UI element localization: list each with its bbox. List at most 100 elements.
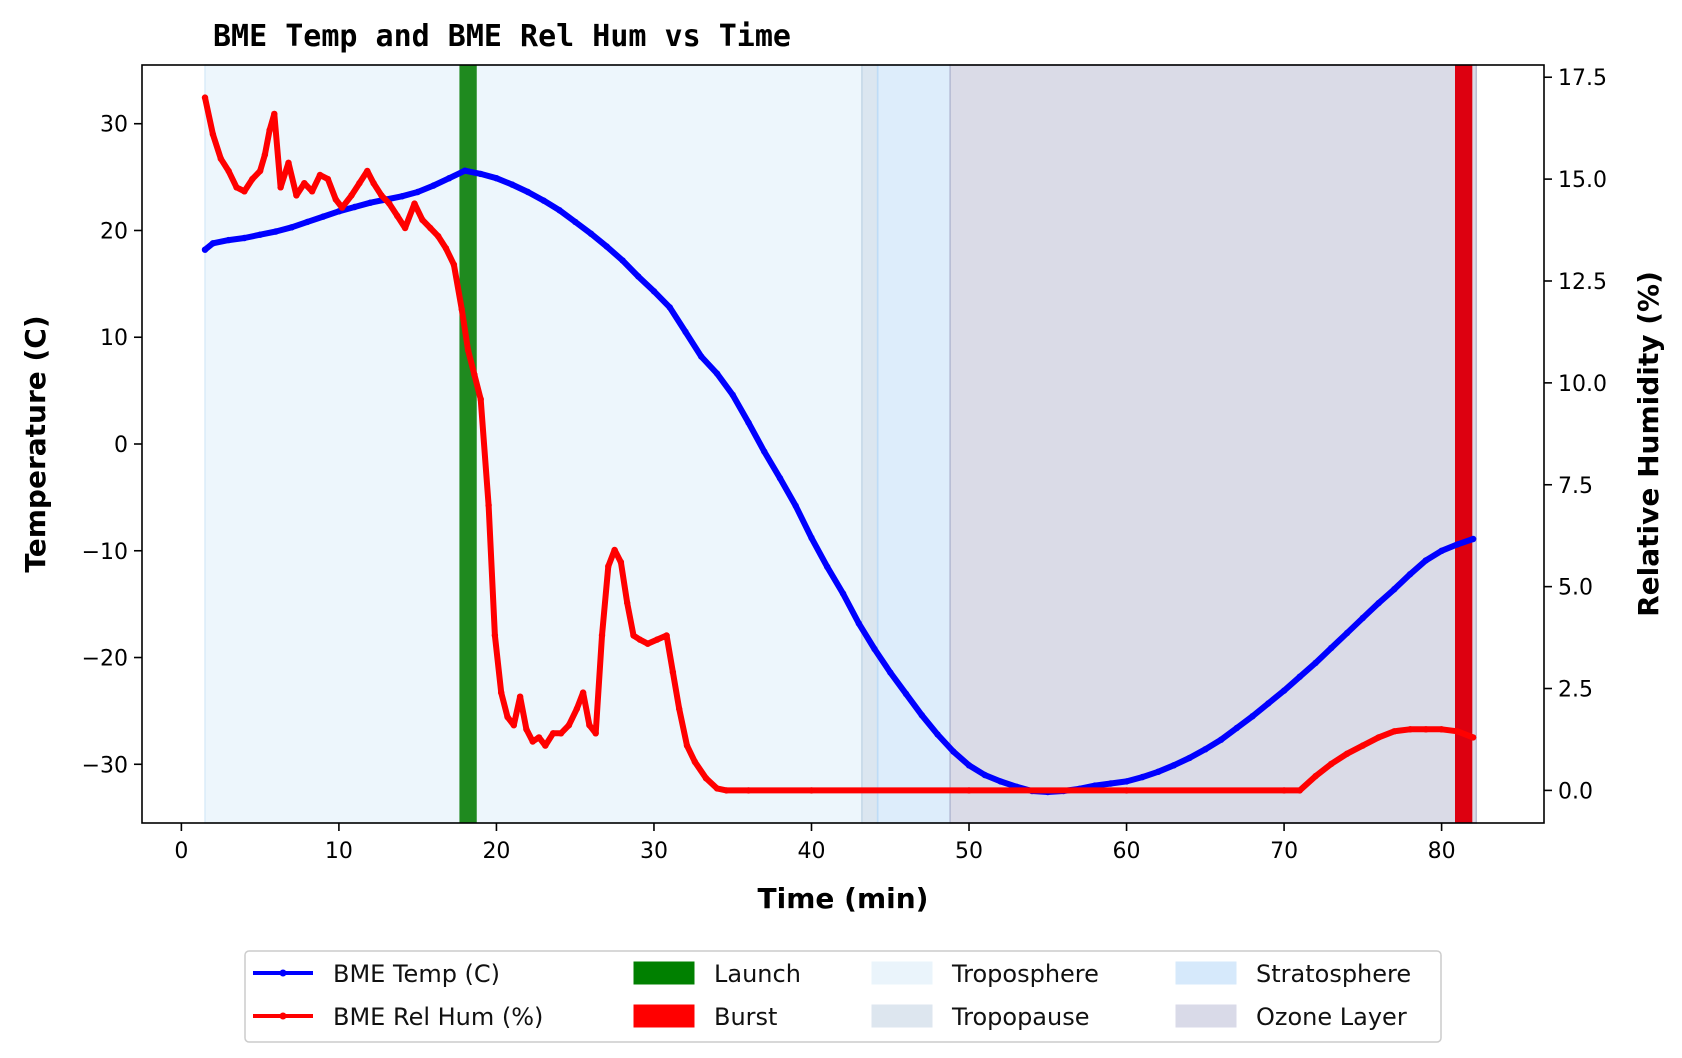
y-right-axis-ticks: 0.0 2.5 5.0 7.5 10.0 12.5 15.0 17.5 [1544,66,1607,804]
data-point [557,730,565,737]
data-point [650,288,658,295]
data-point [676,705,683,713]
y-right-tick-label: 17.5 [1558,66,1607,91]
data-point [1296,787,1304,794]
data-point [1359,742,1367,749]
data-point [1233,724,1241,732]
x-tick-label: 10 [325,839,353,864]
legend-patch-swatch [633,961,695,985]
data-point [356,180,363,187]
data-point [617,559,625,566]
atmosphere-regions [204,64,1478,824]
x-tick-label: 50 [955,839,983,864]
region-stratosphere [876,64,951,824]
data-point [523,726,530,733]
data-point [683,742,691,749]
data-point [277,184,284,191]
data-point [698,353,705,360]
legend-item-stratosphere: Stratosphere [1175,960,1411,988]
data-point [630,632,637,639]
y-right-tick-label: 15.0 [1558,168,1607,193]
data-point [1359,614,1367,622]
data-point [761,448,768,455]
data-point [1312,772,1319,780]
data-point [378,192,385,199]
data-point [524,188,532,196]
data-point [288,224,295,231]
x-tick-label: 70 [1270,839,1298,864]
data-point [209,131,217,138]
data-point [225,236,232,244]
y-left-axis-ticks: 30 20 10 0 −10 −20 −30 [82,113,142,778]
data-point [1107,780,1115,787]
data-point [682,328,689,336]
data-point [702,775,710,782]
data-point [1217,736,1225,743]
y-right-tick-label: 0.0 [1558,779,1593,804]
legend-item-bme-rel-hum: BME Rel Hum (%) [253,1003,543,1031]
data-point [442,245,450,252]
legend-label: Stratosphere [1256,960,1411,988]
data-point [1296,673,1304,680]
data-point [1391,586,1398,593]
data-point [565,722,573,729]
data-point [792,502,799,510]
data-point [332,196,339,203]
data-point [285,159,292,166]
data-point [1438,726,1445,733]
event-markers [459,65,1473,823]
x-axis-label: Time (min) [758,882,929,915]
data-point [636,636,643,643]
data-point [723,787,730,794]
legend-label: Launch [714,960,801,988]
data-point [808,787,815,794]
data-point [351,203,358,211]
data-point [934,731,941,738]
x-axis-ticks: 0 10 20 30 40 50 60 70 80 [174,823,1456,864]
data-point [1123,787,1130,794]
data-point [272,228,280,235]
chart-title: BME Temp and BME Rel Hum vs Time [213,19,791,54]
data-point [411,200,418,207]
region-tropopause [861,64,879,824]
data-point [293,192,300,199]
data-point [839,590,847,597]
data-point [491,632,499,639]
data-point [1375,599,1382,607]
data-point [201,94,209,101]
data-point [887,669,894,676]
data-point [619,257,626,264]
data-point [1469,734,1477,741]
data-point [745,419,752,426]
y-right-axis-label: Relative Humidity (%) [1632,271,1665,617]
data-point [824,563,831,570]
data-point [808,534,815,542]
legend-box [244,950,1442,1043]
data-point [301,180,308,187]
data-point [542,742,549,749]
event-burst [1454,65,1473,823]
legend-label: Troposphere [951,960,1099,988]
x-tick-label: 30 [640,839,668,864]
data-point [950,748,957,755]
data-point [504,713,511,721]
data-point [386,200,393,207]
data-point [304,218,311,226]
data-point [776,475,784,482]
data-point [471,371,478,378]
data-point [1406,726,1414,733]
legend-item-tropopause: Tropopause [871,1003,1090,1031]
data-point [464,347,472,354]
y-left-tick-label: −30 [82,753,128,778]
data-point [1438,547,1445,554]
legend-label: Ozone Layer [1256,1003,1407,1031]
legend-label: Tropopause [951,1003,1090,1031]
legend-patch-swatch [1175,961,1237,985]
data-point [1265,700,1272,707]
data-point [430,182,437,189]
data-point [540,197,547,204]
data-point [201,246,209,253]
legend-item-ozone-layer: Ozone Layer [1175,1003,1407,1031]
data-point [338,204,346,211]
